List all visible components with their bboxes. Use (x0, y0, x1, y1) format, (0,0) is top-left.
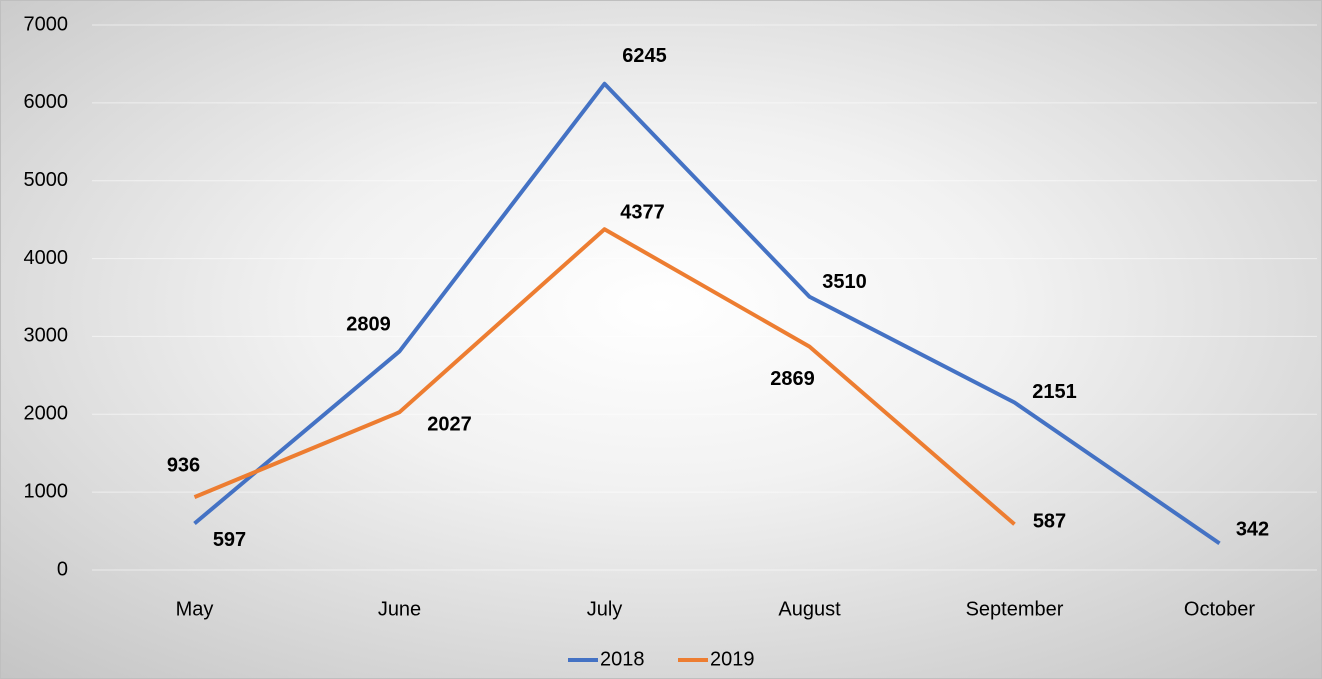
data-label: 3510 (822, 271, 867, 293)
y-tick-label: 4000 (24, 247, 69, 269)
x-tick-label: September (966, 598, 1064, 620)
data-label: 6245 (622, 45, 667, 67)
data-label: 936 (167, 454, 200, 476)
data-label: 342 (1236, 519, 1269, 541)
data-label: 587 (1033, 511, 1066, 533)
y-tick-label: 2000 (24, 403, 69, 425)
data-label: 2869 (770, 368, 815, 390)
data-label: 4377 (620, 202, 665, 224)
x-tick-label: October (1184, 598, 1255, 620)
data-label: 597 (213, 529, 246, 551)
y-tick-label: 6000 (24, 91, 69, 113)
y-tick-label: 7000 (24, 13, 69, 35)
legend-label: 2019 (710, 648, 755, 670)
x-tick-label: June (378, 598, 421, 620)
y-tick-label: 5000 (24, 169, 69, 191)
y-tick-label: 3000 (24, 325, 69, 347)
x-tick-label: July (587, 598, 623, 620)
y-tick-label: 1000 (24, 480, 69, 502)
y-tick-label: 0 (57, 558, 68, 580)
data-label: 2809 (346, 314, 391, 336)
x-tick-label: August (778, 598, 841, 620)
x-tick-label: May (176, 598, 214, 620)
data-label: 2151 (1032, 381, 1077, 403)
series-line (193, 227, 1016, 526)
series-line (193, 81, 1221, 546)
legend-label: 2018 (600, 648, 645, 670)
data-label: 2027 (427, 413, 472, 435)
